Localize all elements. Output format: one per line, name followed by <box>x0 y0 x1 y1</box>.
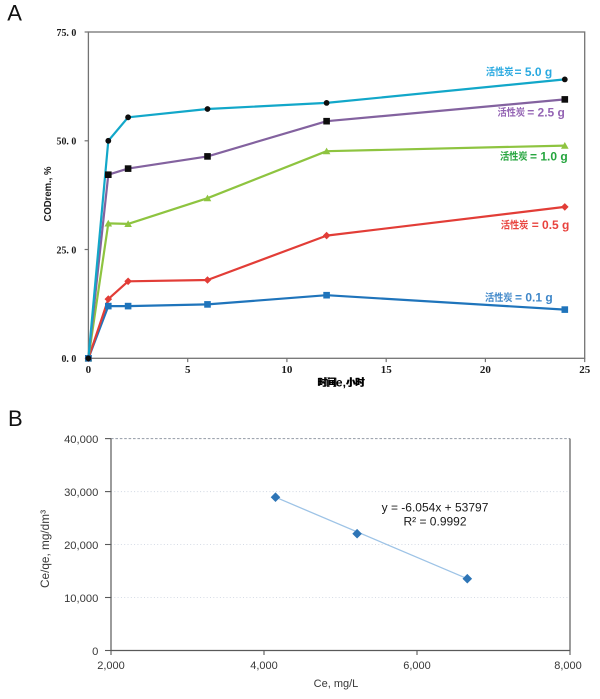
svg-text:10,000: 10,000 <box>64 593 98 605</box>
svg-text:Ce, mg/L: Ce, mg/L <box>314 678 359 690</box>
svg-text:10: 10 <box>281 364 293 376</box>
svg-text:15: 15 <box>381 364 393 376</box>
svg-text:= 0.1 g: = 0.1 g <box>515 291 553 305</box>
svg-text:5: 5 <box>185 364 191 376</box>
svg-text:B: B <box>8 406 23 431</box>
svg-text:e,: e, <box>336 376 346 390</box>
svg-text:= 5.0 g: = 5.0 g <box>515 65 553 79</box>
svg-text:75. 0: 75. 0 <box>57 27 77 39</box>
svg-text:0: 0 <box>86 364 92 376</box>
svg-text:Ce/qe, mg/dm³: Ce/qe, mg/dm³ <box>38 510 52 588</box>
svg-text:= 0.5 g: = 0.5 g <box>532 218 570 232</box>
svg-text:A: A <box>7 0 22 25</box>
svg-text:= 2.5 g: = 2.5 g <box>527 105 565 119</box>
svg-text:y = -6.054x + 53797: y = -6.054x + 53797 <box>382 500 489 514</box>
svg-text:25: 25 <box>579 364 591 376</box>
svg-text:= 1.0 g: = 1.0 g <box>530 149 568 163</box>
svg-text:50. 0: 50. 0 <box>57 136 77 148</box>
svg-text:30,000: 30,000 <box>64 487 98 499</box>
svg-text:40,000: 40,000 <box>64 434 98 446</box>
svg-text:6,000: 6,000 <box>403 660 431 672</box>
svg-text:25. 0: 25. 0 <box>57 244 77 256</box>
svg-text:8,000: 8,000 <box>554 660 582 672</box>
svg-text:R² = 0.9992: R² = 0.9992 <box>403 514 466 528</box>
svg-text:0: 0 <box>92 646 98 658</box>
svg-text:20: 20 <box>480 364 492 376</box>
svg-text:CODrem., %: CODrem., % <box>42 166 54 222</box>
svg-text:20,000: 20,000 <box>64 540 98 552</box>
svg-text:2,000: 2,000 <box>97 660 125 672</box>
svg-text:4,000: 4,000 <box>250 660 278 672</box>
svg-text:0. 0: 0. 0 <box>62 353 77 365</box>
